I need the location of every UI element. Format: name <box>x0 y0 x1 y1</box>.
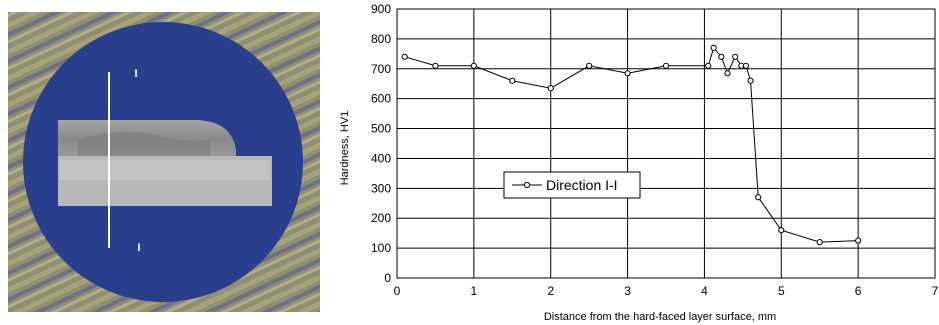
grid <box>396 8 936 279</box>
plot-frame <box>396 8 936 279</box>
data-point <box>747 77 754 84</box>
y-tick-label: 400 <box>371 151 391 165</box>
deposit-bead <box>78 131 210 156</box>
y-tick-label: 100 <box>371 241 391 255</box>
y-tick-label: 700 <box>371 62 391 76</box>
hardness-chart: 0 100 200 300 400 500 600 700 800 900 0 1 2 3 4 5 6 7 Ha… <box>339 2 939 323</box>
y-tick-label: 600 <box>371 92 391 106</box>
legend-marker <box>523 181 531 189</box>
y-tick-label: 200 <box>371 211 391 225</box>
y-tick-label: 800 <box>371 32 391 46</box>
legend: Direction I-I <box>503 171 641 199</box>
data-point <box>816 239 823 246</box>
y-axis-label: Hardness, HV1 <box>339 111 351 186</box>
x-tick-label: 0 <box>394 284 401 298</box>
x-axis-label: Distance from the hard-faced layer surfa… <box>544 311 776 323</box>
x-tick-label: 1 <box>471 284 478 298</box>
data-point <box>710 44 717 51</box>
y-tick-label: 500 <box>371 122 391 136</box>
data-point <box>547 85 554 92</box>
sample-macrograph: I I <box>8 12 320 312</box>
data-point <box>401 53 408 60</box>
x-tick-label: 2 <box>547 284 554 298</box>
series-points <box>401 44 862 246</box>
x-tick-label: 5 <box>778 284 785 298</box>
series-line-direction-i-i <box>404 46 859 243</box>
x-ticks: 0 1 2 3 4 5 6 7 <box>394 284 939 298</box>
data-point <box>586 62 593 69</box>
section-marker-top: I <box>134 68 137 80</box>
data-point <box>724 70 731 77</box>
x-tick-label: 3 <box>624 284 631 298</box>
y-ticks: 0 100 200 300 400 500 600 700 800 900 <box>371 2 391 285</box>
data-point <box>718 53 725 60</box>
section-marker-bottom: I <box>137 242 140 254</box>
substrate-shade <box>60 160 270 180</box>
data-point <box>705 62 712 69</box>
data-point <box>509 77 516 84</box>
data-point <box>624 70 631 77</box>
x-tick-label: 7 <box>932 284 939 298</box>
y-tick-label: 900 <box>371 2 391 16</box>
data-point <box>778 227 785 234</box>
x-tick-label: 4 <box>701 284 708 298</box>
y-tick-label: 0 <box>384 271 391 285</box>
legend-label: Direction I-I <box>546 177 618 193</box>
y-tick-label: 300 <box>371 181 391 195</box>
data-point <box>855 237 862 244</box>
data-point <box>732 53 739 60</box>
data-point <box>742 62 750 69</box>
x-tick-label: 6 <box>855 284 862 298</box>
data-point <box>432 62 439 69</box>
data-point <box>755 194 762 201</box>
data-point <box>662 62 670 69</box>
data-point <box>470 62 477 69</box>
